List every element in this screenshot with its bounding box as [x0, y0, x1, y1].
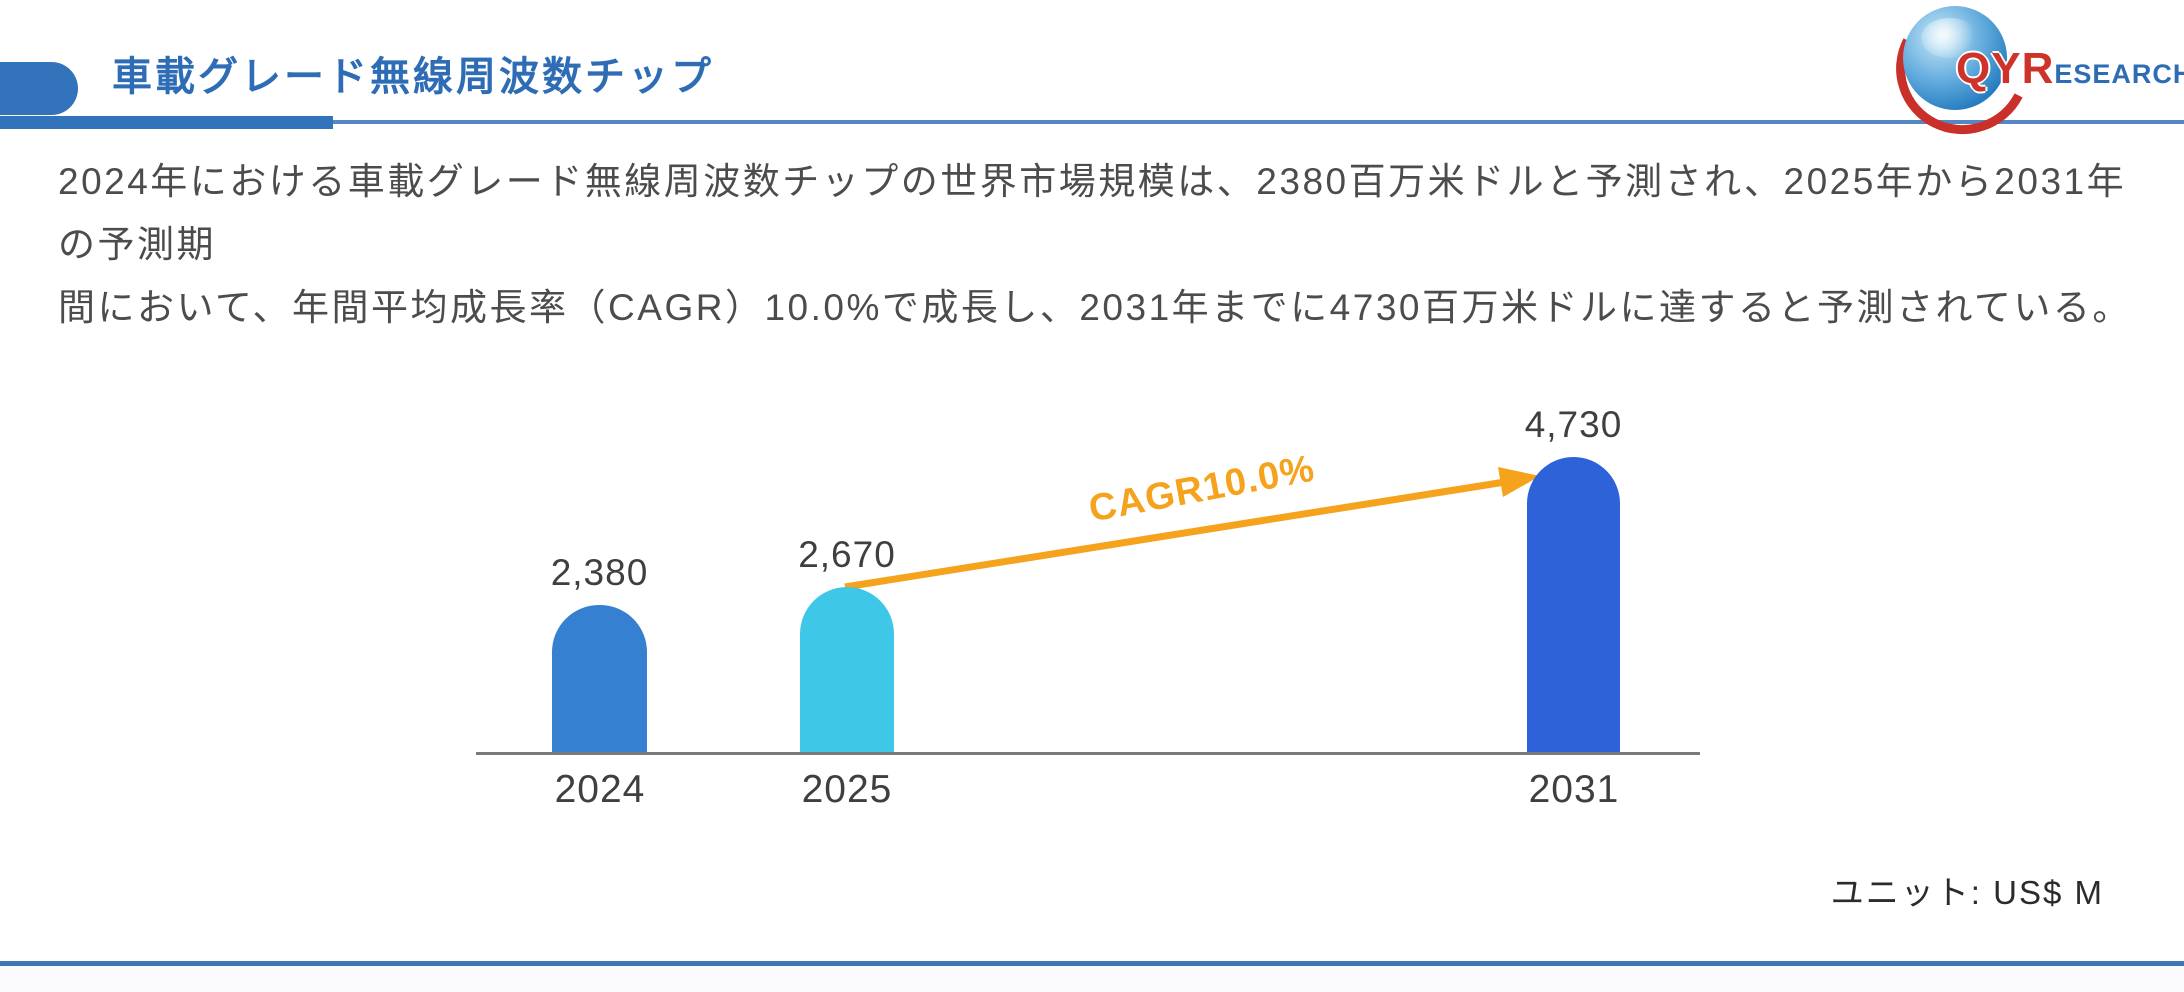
page-title: 車載グレード無線周波数チップ [112, 55, 714, 99]
x-tick-2024: 2024 [554, 768, 646, 811]
summary-paragraph: 2024年における車載グレード無線周波数チップの世界市場規模は、2380百万米ド… [58, 150, 2138, 339]
value-label-2024: 2,380 [550, 552, 649, 593]
qyresearch-logo: QYRESEARCH [1878, 0, 2184, 152]
x-axis-line [476, 752, 1700, 755]
summary-line-1: 2024年における車載グレード無線周波数チップの世界市場規模は、2380百万米ド… [58, 161, 2127, 265]
value-label-2025: 2,670 [798, 534, 896, 575]
x-tick-2031: 2031 [1528, 768, 1620, 811]
bottom-margin-strip [0, 966, 2184, 992]
x-tick-2025: 2025 [801, 768, 893, 811]
title-underline-thick [0, 116, 333, 129]
logo-text-secondary: ESEARCH [2054, 59, 2184, 89]
value-label-2031: 4,730 [1524, 404, 1623, 445]
bar-2025 [800, 587, 894, 755]
bar-column-2025: 2,670 [798, 534, 896, 755]
title-accent-tab [0, 62, 78, 115]
logo-text: QYRESEARCH [1956, 44, 2184, 94]
bottom-border-line [0, 961, 2184, 966]
bar-2024 [552, 605, 647, 755]
bar-2031 [1527, 457, 1620, 755]
bar-column-2024: 2,380 [550, 552, 649, 755]
summary-line-2: 間において、年間平均成長率（CAGR）10.0%で成長し、2031年までに473… [58, 287, 2132, 328]
globe-icon [1903, 6, 2007, 110]
title-underline-thin [0, 120, 2184, 124]
unit-label: ユニット: US$ M [1830, 874, 2104, 911]
cagr-annotation: CAGR10.0% [1085, 447, 1319, 531]
logo-text-primary: QYR [1956, 44, 2055, 93]
bar-column-2031: 4,730 [1524, 404, 1623, 755]
